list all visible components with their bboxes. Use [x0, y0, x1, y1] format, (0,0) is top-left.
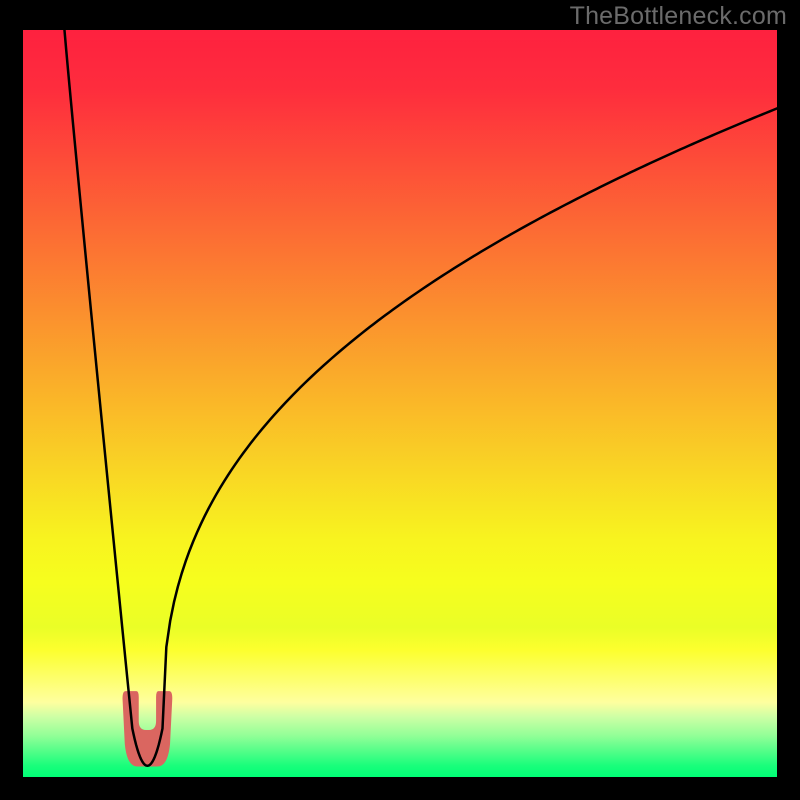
gradient-background: [23, 30, 777, 777]
watermark-text: TheBottleneck.com: [570, 2, 787, 31]
bottleneck-chart: [23, 30, 777, 777]
